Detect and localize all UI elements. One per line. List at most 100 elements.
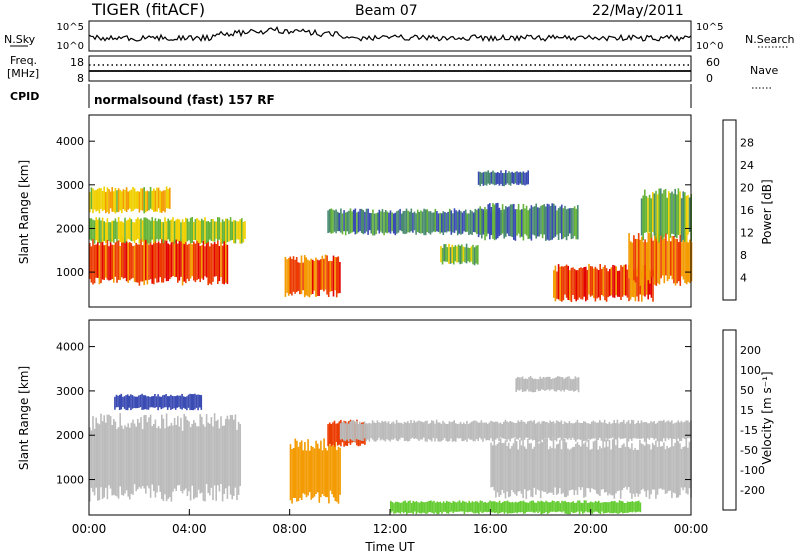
- velocity-echo-strip: [683, 421, 686, 439]
- power-echo-strip: [602, 266, 605, 297]
- power-echo-strip: [554, 205, 557, 237]
- velocity-echo-strip: [289, 444, 292, 501]
- velocity-echo-strip: [517, 376, 519, 390]
- power-echo-strip: [153, 242, 155, 285]
- velocity-echo-strip: [561, 500, 563, 513]
- power-echo-strip: [202, 220, 205, 241]
- power-echo-strip: [149, 186, 152, 209]
- power-echo-strip: [98, 245, 101, 285]
- power-echo-strip: [461, 212, 464, 234]
- power-echo-strip: [537, 207, 539, 237]
- velocity-echo-strip: [323, 438, 325, 496]
- power-echo-strip: [132, 186, 134, 212]
- power-echo-strip: [612, 264, 614, 298]
- velocity-echo-strip: [498, 500, 501, 514]
- velocity-echo-strip: [531, 448, 534, 498]
- velocity-echo-strip: [425, 502, 427, 514]
- velocity-echo-strip: [397, 422, 399, 442]
- power-echo-strip: [191, 217, 193, 243]
- velocity-echo-strip: [190, 394, 193, 410]
- velocity-echo-strip: [506, 421, 508, 442]
- velocity-echo-strip: [563, 421, 566, 439]
- velocity-echo-strip: [441, 503, 443, 514]
- velocity-echo-strip: [672, 423, 675, 439]
- velocity-echo-strip: [627, 420, 630, 442]
- power-echo-strip: [397, 210, 400, 233]
- velocity-echo-strip: [143, 415, 145, 489]
- power-echo-strip: [201, 245, 203, 279]
- velocity-echo-strip: [531, 377, 533, 393]
- power-echo-strip: [557, 208, 560, 240]
- power-echo-strip: [221, 245, 224, 284]
- velocity-echo-strip: [205, 414, 208, 484]
- power-echo-strip: [470, 246, 473, 262]
- velocity-echo-strip: [417, 502, 419, 513]
- power-echo-strip: [420, 210, 422, 234]
- power-echo-strip: [442, 211, 445, 235]
- velocity-echo-strip: [215, 421, 217, 501]
- power-echo-strip: [154, 236, 157, 279]
- velocity-echo-strip: [616, 419, 619, 441]
- velocity-echo-strip: [541, 442, 544, 491]
- velocity-echo-strip: [604, 502, 606, 514]
- velocity-echo-strip: [682, 447, 684, 491]
- power-echo-strip: [604, 265, 606, 301]
- velocity-echo-strip: [494, 501, 496, 514]
- velocity-echo-strip: [347, 423, 350, 442]
- power-echo-strip: [95, 189, 97, 212]
- velocity-echo-strip: [394, 501, 397, 514]
- nsky-tick-low: 10^0: [57, 41, 84, 52]
- velocity-echo-strip: [456, 424, 459, 438]
- power-echo-strip: [644, 265, 646, 297]
- power-echo-strip: [367, 208, 369, 235]
- power-echo-strip: [108, 189, 110, 214]
- power-echo-strip: [672, 193, 675, 235]
- velocity-echo-strip: [410, 503, 413, 513]
- velocity-echo-strip: [158, 396, 161, 408]
- power-echo-strip: [554, 265, 557, 302]
- velocity-echo-strip: [685, 438, 688, 494]
- velocity-echo-strip: [573, 378, 575, 392]
- velocity-echo-strip: [318, 448, 321, 503]
- power-echo-strip: [680, 198, 683, 242]
- velocity-echo-strip: [166, 396, 169, 410]
- power-echo-strip: [500, 210, 502, 234]
- velocity-echo-strip: [146, 422, 149, 486]
- velocity-echo-strip: [596, 501, 598, 512]
- velocity-echo-strip: [504, 440, 507, 499]
- velocity-echo-strip: [667, 420, 670, 440]
- power-echo-strip: [391, 212, 393, 232]
- radar-title: TIGER (fitACF): [91, 0, 205, 19]
- velocity-echo-strip: [332, 446, 335, 498]
- velocity-echo-strip: [661, 446, 664, 490]
- velocity-echo-strip: [607, 446, 609, 496]
- velocity-echo-strip: [560, 449, 563, 495]
- power-echo-strip: [445, 244, 447, 262]
- velocity-echo-strip: [631, 501, 634, 513]
- velocity-echo-strip: [349, 421, 351, 439]
- velocity-echo-strip: [491, 445, 494, 487]
- velocity-echo-strip: [595, 440, 598, 494]
- velocity-echo-strip: [519, 500, 522, 513]
- velocity-echo-strip: [479, 500, 482, 512]
- velocity-colorbar-tick: 50: [740, 384, 754, 397]
- power-colorbar-tick: 28: [740, 137, 754, 150]
- velocity-echo-strip: [153, 424, 155, 491]
- velocity-echo-strip: [198, 394, 201, 408]
- velocity-echo-strip: [186, 396, 188, 411]
- velocity-echo-strip: [656, 422, 659, 442]
- power-echo-strip: [380, 211, 382, 232]
- power-echo-strip: [561, 204, 563, 240]
- power-echo-strip: [239, 219, 241, 244]
- velocity-echo-strip: [157, 426, 160, 486]
- velocity-echo-strip: [489, 500, 491, 512]
- power-echo-strip: [135, 219, 137, 240]
- velocity-echo-strip: [554, 502, 557, 513]
- power-echo-strip: [173, 240, 176, 277]
- velocity-echo-strip: [533, 446, 536, 488]
- velocity-echo-strip: [602, 502, 605, 514]
- power-echo-strip: [335, 257, 338, 298]
- velocity-echo-strip: [573, 423, 575, 440]
- power-echo-strip: [447, 211, 449, 232]
- power-echo-strip: [373, 213, 376, 236]
